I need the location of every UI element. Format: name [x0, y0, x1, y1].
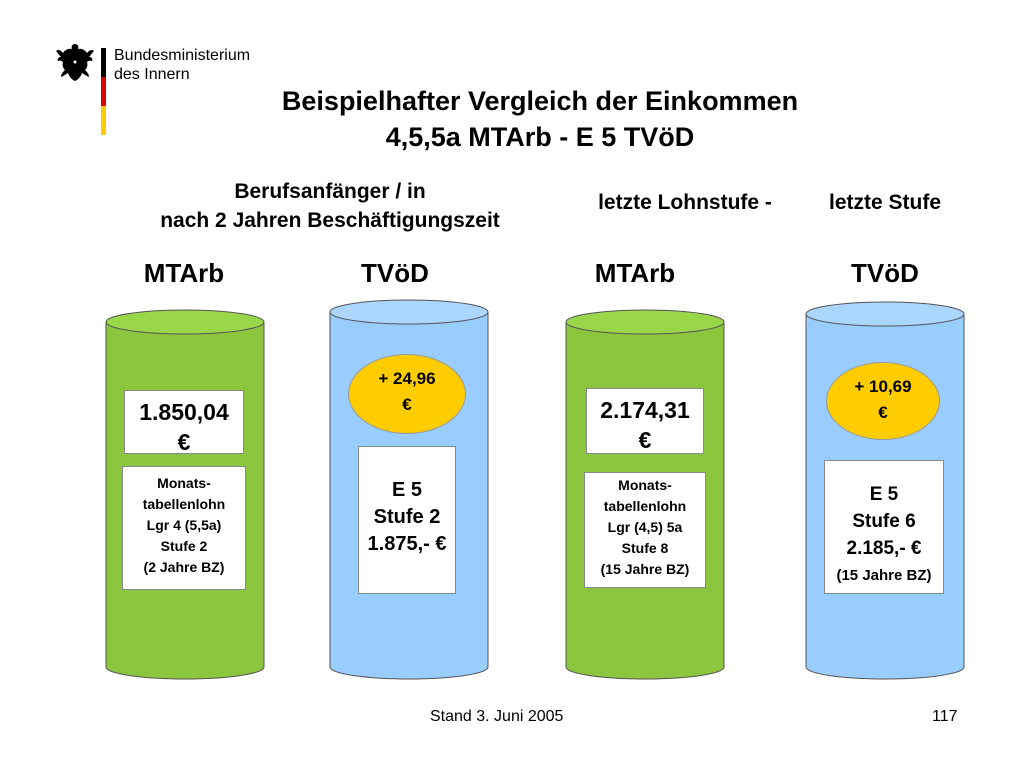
- bonus-value: + 10,69: [854, 377, 912, 396]
- detail-line: tabellenlohn: [603, 498, 687, 514]
- amount-currency: €: [638, 427, 652, 453]
- section-right-b: letzte Stufe: [828, 191, 941, 214]
- section-left-line2: nach 2 Jahren Beschäftigungszeit: [160, 209, 500, 232]
- ministry-line1: Bundesministerium: [114, 47, 251, 64]
- detail-box-tvod-1: E 5 Stufe 2 1.875,- €: [358, 446, 456, 594]
- detail-line: Monats-: [618, 477, 672, 493]
- detail-line: Lgr 4 (5,5a): [146, 517, 222, 533]
- ministry-line2: des Innern: [114, 66, 190, 83]
- detail-line: E 5: [869, 484, 899, 505]
- detail-line: Monats-: [157, 475, 211, 491]
- title-line2: 4,5,5a MTArb - E 5 TVöD: [385, 122, 695, 152]
- detail-line: E 5: [391, 479, 423, 501]
- bonus-value: + 24,96: [378, 369, 436, 388]
- amount-currency: €: [177, 429, 191, 455]
- title-line1: Beispielhafter Vergleich der Einkommen: [281, 86, 799, 116]
- detail-line: Lgr (4,5) 5a: [607, 519, 683, 535]
- bonus-oval-tvod-2: + 10,69 €: [826, 362, 940, 440]
- column-header-tvod-1: TVöD: [361, 258, 429, 288]
- flag-bar: [101, 48, 106, 135]
- detail-line: Stufe 2: [373, 506, 441, 528]
- detail-line: (2 Jahre BZ): [143, 559, 225, 575]
- detail-line: Stufe 2: [160, 538, 208, 554]
- federal-eagle-logo: [56, 44, 94, 81]
- page-number: 117: [932, 708, 958, 725]
- column-header-mtarb-2: MTArb: [594, 258, 676, 288]
- detail-box-tvod-2: E 5 Stufe 6 2.185,- € (15 Jahre BZ): [824, 460, 944, 594]
- amount-box-mtarb-1: 1.850,04 €: [124, 390, 244, 455]
- amount-value: 2.174,31: [600, 397, 690, 423]
- flag-stripe-red: [101, 77, 106, 106]
- bonus-currency: €: [878, 403, 888, 422]
- section-left-line1: Berufsanfänger / in: [234, 180, 426, 203]
- amount-value: 1.850,04: [139, 399, 229, 425]
- amount-box-mtarb-2: 2.174,31 €: [586, 388, 704, 454]
- column-header-tvod-2: TVöD: [851, 258, 919, 288]
- ministry-name: Bundesministerium des Innern: [114, 46, 250, 84]
- detail-box-mtarb-2: Monats- tabellenlohn Lgr (4,5) 5a Stufe …: [584, 472, 706, 588]
- detail-line: 2.185,- €: [846, 538, 922, 559]
- detail-line: Stufe 8: [621, 540, 669, 556]
- detail-line: Stufe 6: [852, 511, 916, 532]
- bonus-oval-tvod-1: + 24,96 €: [348, 354, 466, 434]
- detail-line: 1.875,- €: [367, 533, 447, 555]
- detail-line: tabellenlohn: [142, 496, 226, 512]
- detail-line: (15 Jahre BZ): [836, 567, 932, 584]
- column-header-mtarb-1: MTArb: [143, 258, 225, 288]
- section-right-a: letzte Lohnstufe -: [598, 191, 772, 214]
- footer-date: Stand 3. Juni 2005: [430, 708, 564, 725]
- detail-box-mtarb-1: Monats- tabellenlohn Lgr 4 (5,5a) Stufe …: [122, 466, 246, 590]
- bonus-currency: €: [402, 395, 412, 414]
- detail-line: (15 Jahre BZ): [600, 561, 690, 577]
- flag-stripe-gold: [101, 106, 106, 135]
- flag-stripe-black: [101, 48, 106, 77]
